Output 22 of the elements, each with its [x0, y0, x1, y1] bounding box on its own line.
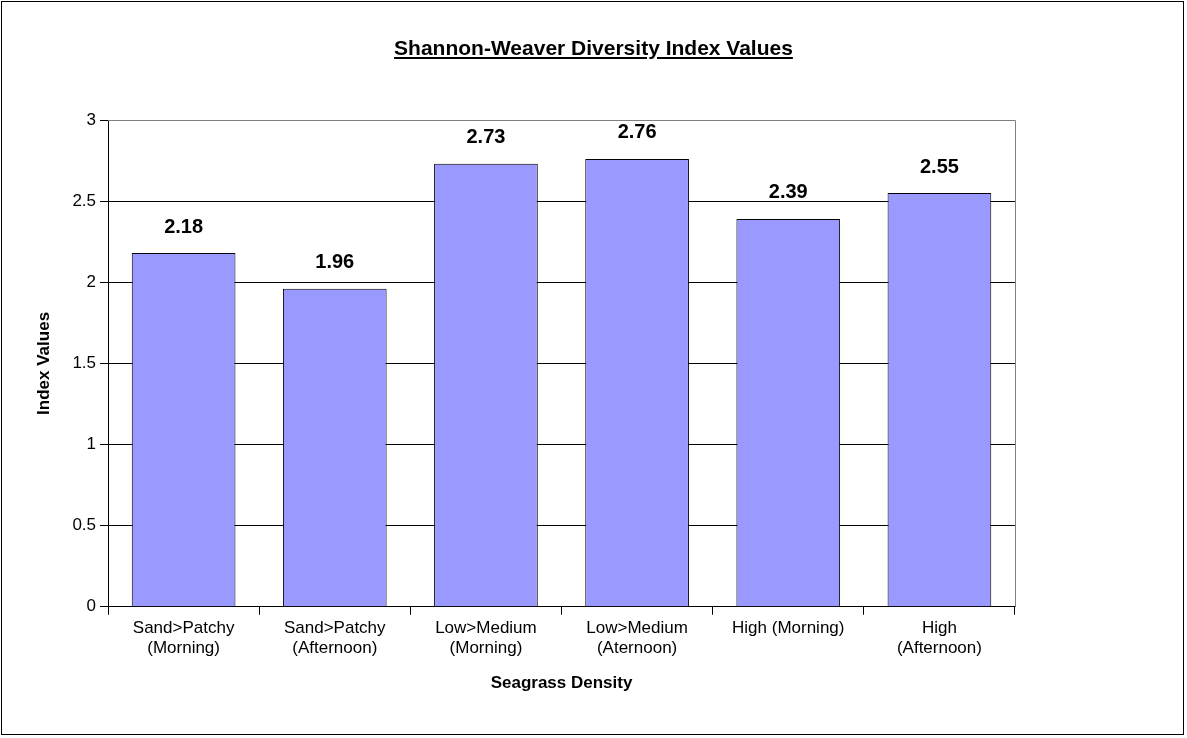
- y-tick-label: 2.5: [72, 190, 97, 210]
- chart-title: Shannon-Weaver Diversity Index Values: [393, 36, 794, 60]
- y-axis-title: Index Values: [33, 311, 53, 415]
- x-tick-label: Sand>Patchy (Afternoon): [283, 617, 387, 658]
- data-label: 2.39: [768, 180, 808, 203]
- y-tick-label: 1: [86, 434, 97, 454]
- y-tick-label: 0.5: [72, 515, 97, 535]
- y-tick-label: 1.5: [72, 353, 97, 373]
- data-label: 2.55: [919, 154, 959, 177]
- data-label: 2.18: [164, 214, 204, 237]
- x-tick-label: Low>Medium (Morning): [435, 617, 537, 658]
- x-tick-label: High (Morning): [732, 617, 845, 637]
- data-label: 2.73: [466, 125, 506, 148]
- x-tick-label: Sand>Patchy (Morning): [132, 617, 235, 658]
- x-axis-title: Seagrass Density: [490, 673, 633, 693]
- data-label: 2.76: [617, 120, 657, 143]
- y-tick-label: 3: [86, 109, 97, 129]
- y-tick-label: 0: [86, 596, 97, 616]
- data-label: 1.96: [315, 250, 355, 273]
- y-tick-label: 2: [86, 271, 97, 291]
- x-tick-label: High (Afternoon): [896, 617, 982, 658]
- x-tick-label: Low>Medium (Aternoon): [586, 617, 688, 658]
